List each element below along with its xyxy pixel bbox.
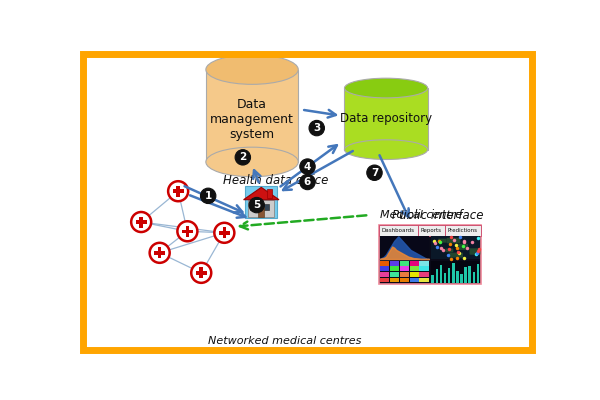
FancyBboxPatch shape [446,238,460,243]
FancyBboxPatch shape [419,266,428,271]
FancyBboxPatch shape [380,261,389,266]
FancyBboxPatch shape [418,225,445,236]
Circle shape [178,221,197,241]
FancyBboxPatch shape [268,189,272,198]
FancyBboxPatch shape [379,225,481,284]
Text: Public interface: Public interface [392,209,484,222]
FancyBboxPatch shape [185,226,189,237]
FancyBboxPatch shape [196,271,207,274]
Ellipse shape [344,78,428,98]
Text: 7: 7 [371,168,378,178]
FancyBboxPatch shape [245,186,277,218]
FancyBboxPatch shape [445,225,481,236]
FancyBboxPatch shape [206,70,298,162]
FancyBboxPatch shape [248,200,274,217]
Circle shape [131,212,151,232]
FancyBboxPatch shape [400,266,409,271]
Circle shape [309,120,325,136]
FancyBboxPatch shape [199,267,203,278]
FancyBboxPatch shape [473,272,475,283]
FancyBboxPatch shape [390,272,399,277]
Circle shape [235,150,251,165]
Text: Dashboards: Dashboards [382,228,415,233]
FancyBboxPatch shape [448,268,451,283]
Polygon shape [244,187,279,200]
Ellipse shape [344,140,428,160]
FancyBboxPatch shape [458,244,468,250]
FancyBboxPatch shape [456,270,458,283]
FancyBboxPatch shape [400,261,409,266]
Text: Data
management
system: Data management system [210,98,294,141]
FancyBboxPatch shape [176,186,180,197]
Text: Reports: Reports [421,228,442,233]
FancyBboxPatch shape [154,251,165,254]
Circle shape [367,165,382,180]
FancyBboxPatch shape [452,263,455,283]
FancyBboxPatch shape [379,225,418,236]
FancyBboxPatch shape [400,272,409,277]
FancyBboxPatch shape [469,266,471,283]
FancyBboxPatch shape [419,278,428,282]
FancyBboxPatch shape [476,264,479,283]
FancyBboxPatch shape [390,266,399,271]
Circle shape [200,188,216,204]
FancyBboxPatch shape [380,236,429,259]
Text: Health data office: Health data office [223,174,328,187]
FancyBboxPatch shape [219,231,230,234]
Text: 4: 4 [304,162,311,172]
FancyBboxPatch shape [431,275,434,283]
FancyBboxPatch shape [250,204,257,210]
Circle shape [300,174,315,190]
FancyBboxPatch shape [440,265,442,283]
Text: Medical centre: Medical centre [380,210,462,220]
FancyBboxPatch shape [444,272,446,283]
FancyBboxPatch shape [410,278,419,282]
FancyBboxPatch shape [158,247,161,258]
Circle shape [191,263,211,283]
Text: 5: 5 [253,200,260,210]
FancyBboxPatch shape [460,274,463,283]
FancyBboxPatch shape [390,278,399,282]
Text: Networked medical centres: Networked medical centres [208,336,361,346]
FancyBboxPatch shape [136,220,146,224]
Text: Predictions: Predictions [448,228,478,233]
Circle shape [249,197,265,213]
FancyBboxPatch shape [223,227,226,238]
FancyBboxPatch shape [182,230,193,233]
Ellipse shape [206,147,298,177]
FancyBboxPatch shape [139,216,143,228]
FancyBboxPatch shape [449,253,463,258]
Text: 2: 2 [239,152,247,162]
Text: 6: 6 [304,177,311,187]
Circle shape [149,243,170,263]
FancyBboxPatch shape [380,278,389,282]
FancyBboxPatch shape [431,236,480,259]
Text: 3: 3 [313,123,320,133]
Ellipse shape [206,55,298,84]
FancyBboxPatch shape [469,248,481,255]
FancyBboxPatch shape [410,261,419,266]
Circle shape [300,159,315,174]
FancyBboxPatch shape [344,88,428,150]
FancyBboxPatch shape [438,239,446,243]
FancyBboxPatch shape [431,260,480,283]
FancyBboxPatch shape [173,190,184,193]
Circle shape [168,181,188,201]
Circle shape [214,223,235,243]
FancyBboxPatch shape [390,261,399,266]
Text: Data repository: Data repository [340,112,432,125]
FancyBboxPatch shape [445,248,454,252]
FancyBboxPatch shape [410,272,419,277]
FancyBboxPatch shape [380,266,389,271]
FancyBboxPatch shape [419,272,428,277]
FancyBboxPatch shape [436,270,438,283]
FancyBboxPatch shape [258,207,265,217]
FancyBboxPatch shape [380,272,389,277]
FancyBboxPatch shape [410,266,419,271]
Text: 1: 1 [205,191,212,201]
FancyBboxPatch shape [400,278,409,282]
FancyBboxPatch shape [419,261,428,266]
FancyBboxPatch shape [262,204,269,210]
FancyBboxPatch shape [464,268,467,283]
